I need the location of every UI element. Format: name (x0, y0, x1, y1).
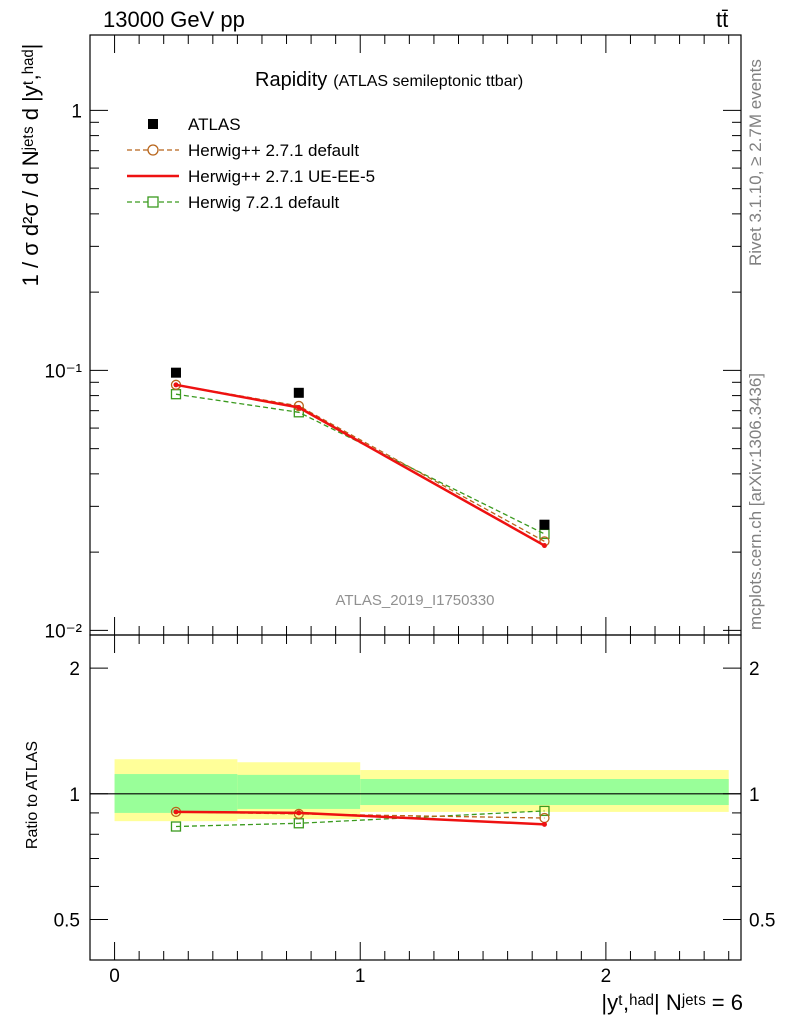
x-tick-label: 0 (109, 966, 120, 987)
ratio-y-tick-label-left: 1 (69, 785, 80, 806)
legend-marker (148, 119, 158, 129)
legend-label: ATLAS (188, 115, 241, 134)
process-label: tt̄ (716, 7, 729, 32)
series-line (175, 393, 545, 535)
main-y-tick-label: 10⁻² (45, 621, 83, 642)
main-series-solid (173, 382, 547, 549)
legend-item: Herwig++ 2.7.1 default (127, 141, 359, 160)
legend-item: Herwig 7.2.1 default (127, 193, 339, 212)
series-line (175, 810, 545, 828)
legend-label: Herwig++ 2.7.1 default (188, 141, 359, 160)
legend-item: Herwig++ 2.7.1 UE-EE-5 (127, 167, 375, 186)
atlas-data-point (539, 519, 550, 530)
legend-marker (147, 196, 159, 208)
energy-label: 13000 GeV pp (103, 7, 245, 32)
ratio-y-tick-label-left: 0.5 (54, 911, 80, 932)
series-marker (296, 404, 302, 410)
main-y-tick-label: 1 (71, 101, 82, 122)
series-marker (170, 821, 182, 832)
analysis-watermark: ATLAS_2019_I1750330 (335, 592, 494, 609)
main-series-dashed-circle (170, 379, 550, 547)
mcplots-site-label: mcplots.cern.ch [arXiv:1306.3436] (746, 372, 765, 630)
legend-item: ATLAS (148, 115, 241, 134)
chart-subtitle: (ATLAS semileptonic ttbar) (333, 73, 523, 90)
main-y-axis-label: 1 / σ d²σ / d Nʲᵉᵗˢ d |yᵗ,ʰᵃᵈ| (18, 44, 43, 287)
main-series-data (170, 367, 550, 530)
atlas-data-point (293, 387, 304, 398)
series-marker (173, 382, 179, 388)
rivet-version-label: Rivet 3.1.10, ≥ 2.7M events (746, 59, 765, 266)
atlas-data-point (170, 367, 181, 378)
ratio-plot-frame (89, 634, 742, 961)
ratio-y-tick-label-right: 0.5 (749, 911, 775, 932)
chart-title: Rapidity (ATLAS semileptonic ttbar) (255, 69, 523, 91)
main-y-tick-label: 10⁻¹ (45, 361, 83, 382)
chart-title-main: Rapidity (255, 69, 327, 91)
series-line (175, 384, 545, 542)
ratio-y-axis-label: Ratio to ATLAS (24, 741, 41, 849)
series-marker (541, 821, 547, 827)
ratio-band-stat (237, 774, 361, 809)
legend-marker (147, 144, 159, 156)
series-marker (539, 805, 550, 817)
legend-label: Herwig 7.2.1 default (188, 193, 339, 212)
x-tick-label: 1 (355, 966, 366, 987)
series-line (175, 383, 546, 547)
ratio-series-solid (173, 809, 547, 827)
ratio-y-tick-label-left: 2 (69, 659, 80, 680)
legend-label: Herwig++ 2.7.1 UE-EE-5 (188, 167, 375, 186)
series-marker (173, 809, 179, 815)
legend: ATLAS Herwig++ 2.7.1 default Herwig++ 2.7.… (127, 115, 375, 212)
ratio-y-tick-label-right: 1 (749, 785, 760, 806)
ratio-y-tick-label-right: 2 (749, 659, 760, 680)
ratio-band-stat (360, 779, 729, 806)
x-axis-label: |yᵗ,ʰᵃᵈ| Nʲᵉᵗˢ = 6 (601, 990, 743, 1015)
series-marker (296, 810, 302, 816)
series-marker (541, 543, 547, 549)
x-tick-label: 2 (601, 966, 612, 987)
